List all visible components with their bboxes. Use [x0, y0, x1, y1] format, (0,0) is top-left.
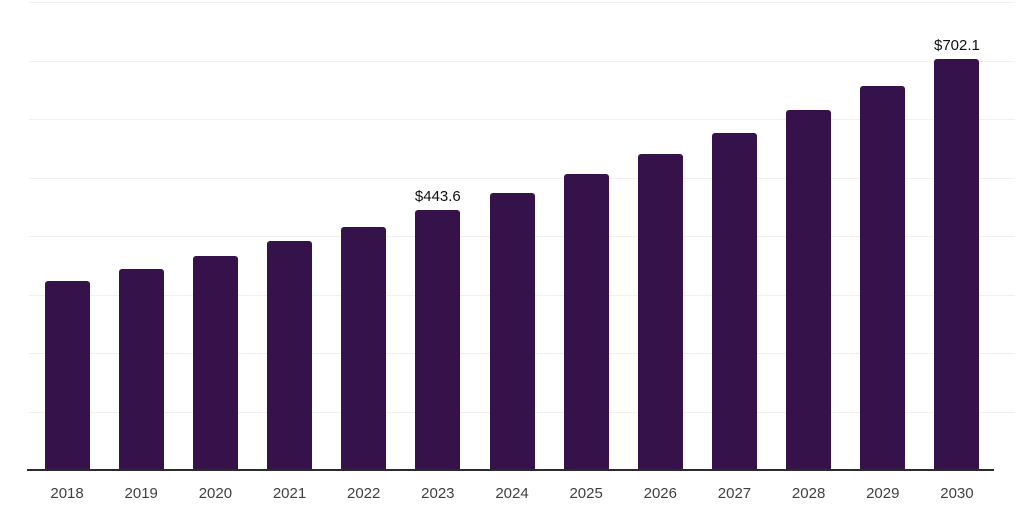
x-tick-label-2022: 2022: [347, 485, 381, 502]
bar-2030: [934, 59, 980, 470]
data-label-2030: $702.1: [933, 37, 980, 55]
x-tick-label-2020: 2020: [198, 485, 233, 502]
bar-2020: [192, 255, 238, 470]
x-tick-label-2018: 2018: [50, 485, 84, 502]
x-axis-line: [27, 469, 994, 471]
x-tick-label-2021: 2021: [272, 485, 307, 502]
bar-2025: [563, 174, 609, 470]
bar-2027: [711, 132, 757, 470]
x-tick-label-2027: 2027: [717, 485, 752, 502]
bar-2019: [118, 268, 164, 470]
gridline: [29, 177, 1015, 179]
x-tick-label-2025: 2025: [569, 485, 603, 502]
gridline: [29, 119, 1015, 120]
bar-2024: [489, 192, 535, 470]
x-tick-label-2019: 2019: [124, 485, 158, 502]
bar-2022: [341, 226, 387, 470]
bar-2023: [415, 210, 461, 470]
bar-2028: [786, 109, 832, 470]
x-tick-label-2029: 2029: [866, 485, 900, 502]
x-tick-label-2026: 2026: [643, 485, 677, 502]
gridline: [29, 60, 1015, 62]
x-tick-label-2023: 2023: [421, 485, 455, 502]
bar-2026: [637, 154, 683, 470]
data-label-2023: $443.6: [414, 188, 461, 206]
x-tick-label-2030: 2030: [940, 485, 974, 502]
bar-2018: [44, 281, 90, 470]
gridline: [29, 2, 1015, 3]
x-tick-label-2024: 2024: [495, 485, 529, 502]
x-tick-label-2028: 2028: [791, 485, 826, 502]
bar-2029: [860, 85, 906, 470]
bar-2021: [267, 241, 313, 470]
